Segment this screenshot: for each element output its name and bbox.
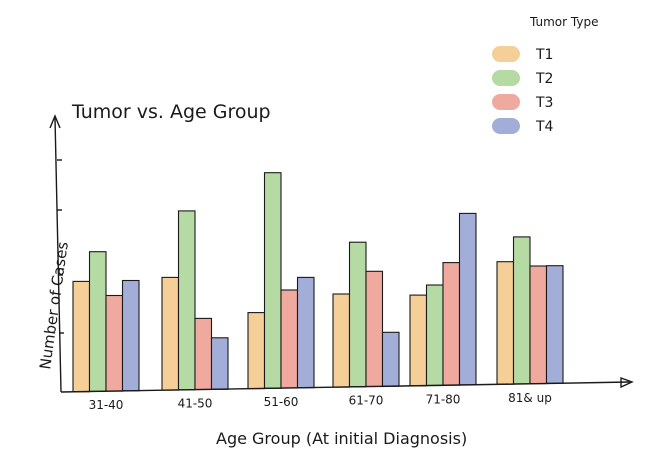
bar-t3-2 [280, 289, 299, 389]
bar-t2-1 [177, 210, 196, 391]
legend-swatch-t2 [492, 70, 520, 86]
y-axis-arrow [49, 114, 61, 129]
bar-t3-5 [529, 265, 548, 385]
legend-swatch-t4 [492, 118, 520, 134]
bar-t4-2 [296, 276, 315, 389]
x-tick-label: 31-40 [89, 398, 124, 412]
legend-swatch-t1 [492, 46, 520, 62]
bar-t2-4 [425, 284, 444, 387]
x-tick-label: 41-50 [178, 397, 213, 411]
bar-t1-4 [409, 294, 428, 387]
plot-area: 31-40 41-50 51-60 61-70 71-80 81& up [49, 114, 634, 412]
bar-t2-3 [348, 241, 367, 388]
y-axis-label: Number of Cases [36, 240, 72, 370]
bar-t1-5 [496, 261, 515, 385]
legend-label-t2: T2 [535, 71, 553, 87]
bar-t4-5 [545, 265, 564, 384]
bar-t1-1 [161, 276, 180, 391]
chart-title: Tumor vs. Age Group [71, 101, 271, 123]
bar-t4-0 [121, 279, 140, 392]
bar-t2-0 [88, 251, 107, 392]
bar-t1-3 [332, 293, 351, 388]
x-axis-label: Age Group (At initial Diagnosis) [216, 429, 467, 448]
bar-t4-1 [210, 337, 229, 390]
legend-label-t3: T3 [535, 95, 553, 111]
bar-t3-1 [194, 317, 213, 391]
bar-t4-3 [381, 331, 400, 387]
bar-t3-3 [365, 270, 384, 388]
legend: Tumor Type T1 T2 T3 T4 [492, 15, 598, 135]
bar-t3-4 [442, 262, 461, 386]
bar-t1-2 [247, 312, 266, 390]
bar-t4-4 [458, 212, 477, 386]
bars-group [72, 172, 564, 393]
x-tick-label: 51-60 [264, 395, 299, 409]
x-tick-labels: 31-40 41-50 51-60 61-70 71-80 81& up [89, 391, 552, 412]
legend-swatch-t3 [492, 94, 520, 110]
x-tick-label: 61-70 [349, 394, 384, 408]
bar-t1-0 [72, 280, 91, 393]
x-axis [60, 381, 631, 393]
legend-title: Tumor Type [529, 15, 598, 29]
x-tick-label: 81& up [508, 391, 552, 405]
bar-t2-2 [263, 172, 282, 389]
legend-label-t1: T1 [535, 47, 553, 63]
legend-items: T1 T2 T3 T4 [492, 46, 554, 135]
legend-label-t4: T4 [535, 119, 554, 135]
x-axis-arrow [620, 377, 634, 389]
bar-t2-5 [512, 236, 531, 385]
bar-t3-0 [105, 294, 124, 392]
y-axis [54, 117, 62, 393]
x-tick-label: 71-80 [426, 392, 461, 406]
